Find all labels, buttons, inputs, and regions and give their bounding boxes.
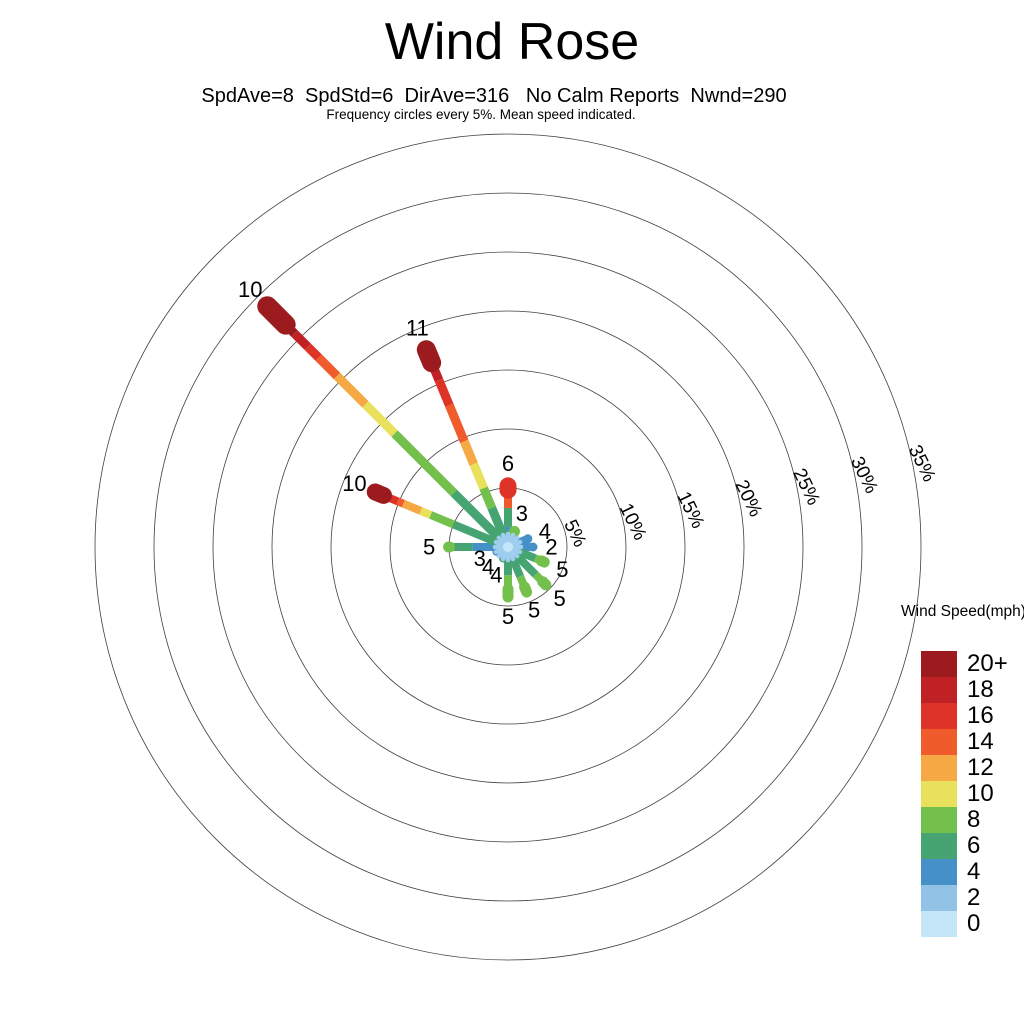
legend-title: Wind Speed(mph) — [901, 603, 1024, 620]
legend-label: 12 — [967, 754, 994, 781]
legend-swatch — [921, 651, 957, 677]
spoke-segment — [366, 483, 392, 504]
legend-swatch — [921, 677, 957, 703]
legend-row: 20+ — [921, 651, 1008, 677]
spoke-segment — [460, 439, 478, 466]
spoke-segment — [304, 343, 322, 361]
spoke-segment — [257, 296, 296, 335]
spoke-tip — [528, 542, 538, 552]
legend-swatch — [921, 885, 957, 911]
spoke-mean-speed-label: 5 — [502, 604, 514, 629]
legend-swatch — [921, 859, 957, 885]
legend-label: 0 — [967, 910, 981, 937]
legend-swatch — [921, 703, 957, 729]
legend-label: 16 — [967, 702, 994, 729]
spoke-segment — [535, 555, 550, 568]
spoke-mean-speed-label: 4 — [482, 554, 494, 579]
circle-label: 35% — [904, 442, 940, 485]
spoke-segment — [419, 507, 433, 519]
legend-label: 8 — [967, 806, 981, 833]
spoke-wnw — [366, 483, 510, 551]
spoke-mean-speed-label: 10 — [238, 277, 262, 302]
page-title: Wind Rose — [384, 13, 640, 71]
spoke-segment — [396, 497, 405, 508]
legend-row: 8 — [921, 807, 1008, 833]
frequency-circle — [389, 428, 627, 666]
frequency-circle — [271, 310, 745, 784]
circle-label: 25% — [788, 465, 824, 508]
legend-row: 14 — [921, 729, 1008, 755]
circle-label: 30% — [846, 454, 882, 497]
spoke-mean-speed-label: 4 — [539, 519, 551, 544]
spoke-nnw — [416, 340, 513, 549]
circle-label: 20% — [730, 477, 766, 520]
legend-swatch — [921, 781, 957, 807]
spoke-segment — [333, 372, 369, 408]
spoke-mean-speed-label: 5 — [423, 535, 435, 560]
spoke-segment — [537, 576, 552, 591]
spoke-mean-speed-label: 6 — [502, 451, 514, 476]
spoke-mean-speed-label: 5 — [553, 586, 565, 611]
spoke-mean-speed-label: 5 — [556, 557, 568, 582]
spoke-nw — [257, 296, 512, 551]
spoke-mean-speed-label: 10 — [342, 471, 366, 496]
stats-line: SpdAve=8 SpdStd=6 DirAve=316 No Calm Rep… — [201, 85, 787, 107]
legend-row: 4 — [921, 859, 1008, 885]
legend-label: 20+ — [967, 650, 1008, 677]
legend-swatch — [921, 911, 957, 937]
circle-label: 10% — [615, 500, 651, 543]
legend-row: 10 — [921, 781, 1008, 807]
frequency-circle — [212, 251, 804, 843]
circle-label: 15% — [673, 489, 709, 532]
spoke-segment — [291, 330, 311, 350]
legend-label: 2 — [967, 884, 981, 911]
spoke-mean-speed-label: 4 — [490, 563, 502, 588]
spoke-segment — [519, 581, 533, 598]
legend-swatch — [921, 833, 957, 859]
spoke-mean-speed-label: 11 — [406, 316, 429, 341]
legend-swatch — [921, 807, 957, 833]
center-dot — [503, 542, 513, 552]
frequency-circle — [94, 133, 922, 961]
legend-swatch — [921, 755, 957, 781]
spoke-mean-speed-label: 3 — [516, 501, 528, 526]
legend-swatch — [921, 729, 957, 755]
spoke-tip — [523, 534, 533, 544]
spoke-segment — [479, 486, 496, 510]
spoke-segment — [362, 401, 398, 437]
spoke-mean-speed-label: 2 — [545, 535, 557, 560]
legend-row: 18 — [921, 677, 1008, 703]
frequency-circle — [330, 369, 686, 725]
wind-speed-legend: 20+ 18 16 14 12 10 8 6 4 2 0 — [921, 651, 1008, 937]
circle-label: 5% — [559, 517, 590, 551]
legend-label: 6 — [967, 832, 981, 859]
spoke-mean-speed-label: 5 — [528, 598, 540, 623]
spoke-segment — [434, 378, 454, 407]
legend-row: 16 — [921, 703, 1008, 729]
legend-label: 14 — [967, 728, 994, 755]
legend-row: 12 — [921, 755, 1008, 781]
legend-row: 6 — [921, 833, 1008, 859]
legend-row: 0 — [921, 911, 1008, 937]
spoke-segment — [401, 499, 423, 515]
frequency-circle — [153, 192, 863, 902]
note-line: Frequency circles every 5%. Mean speed i… — [326, 107, 636, 122]
legend-label: 4 — [967, 858, 981, 885]
legend-label: 18 — [967, 676, 994, 703]
spoke-segment — [429, 511, 456, 529]
spoke-segment — [469, 462, 488, 490]
legend-label: 10 — [967, 780, 994, 807]
legend-row: 2 — [921, 885, 1008, 911]
spoke-segment — [445, 403, 469, 443]
spoke-mean-speed-label: 3 — [474, 546, 486, 571]
spoke-segment — [315, 354, 341, 380]
spoke-segment — [391, 430, 457, 496]
spoke-segment — [416, 340, 442, 373]
